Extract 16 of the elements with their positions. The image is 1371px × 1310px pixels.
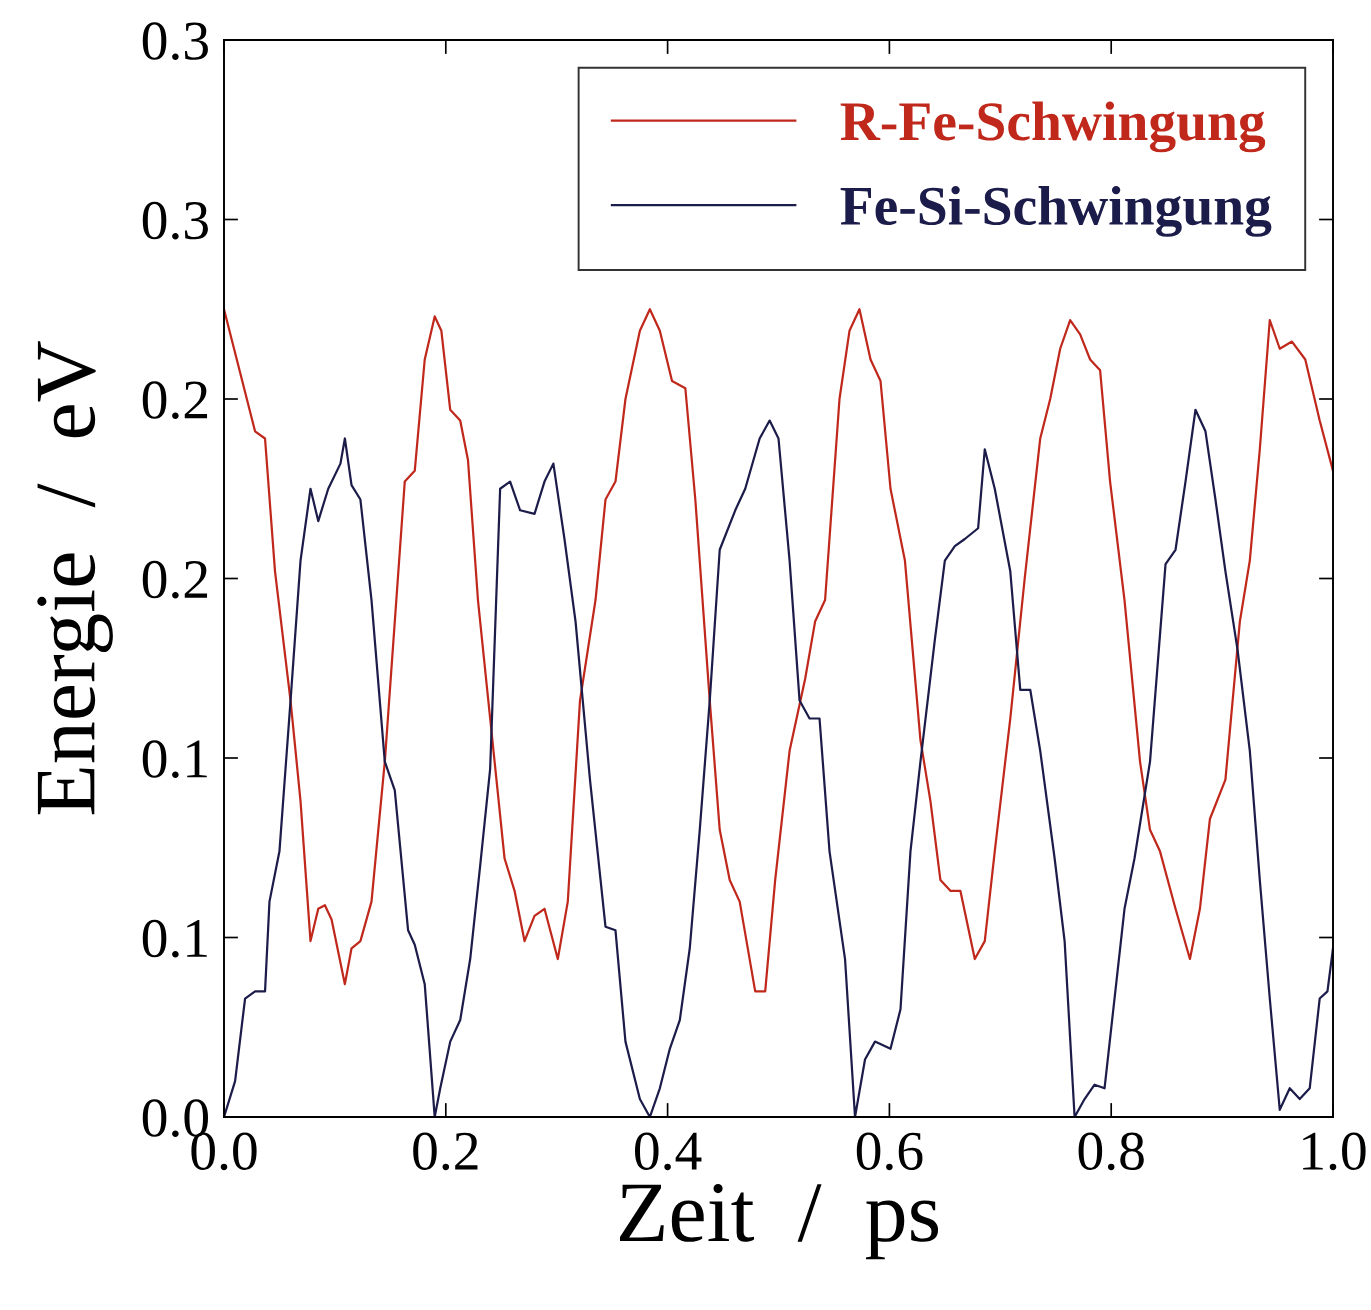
legend-label: Fe-Si-Schwingung: [840, 185, 1272, 237]
x-axis-title: Zeit / ps: [619, 1184, 939, 1260]
y-tick-label: 0.1: [142, 740, 207, 779]
x-tick-label: 0.2: [413, 1132, 478, 1171]
y-axis-title: Energie / eV: [37, 341, 113, 815]
line-series: [224, 308, 1333, 993]
x-tick-label: 1.0: [1303, 1132, 1366, 1171]
x-tick-label: 0.4: [635, 1132, 702, 1171]
x-tick-label: 0.6: [856, 1132, 923, 1171]
y-tick-label: 0.3: [142, 201, 208, 240]
x-tick-label: 0.8: [1078, 1132, 1144, 1171]
y-tick-label: 0.3: [142, 22, 208, 61]
legend-label: R-Fe-Schwingung: [840, 101, 1266, 153]
y-tick-label: 0.2: [142, 381, 208, 420]
y-tick-label: 0.1: [142, 919, 207, 958]
y-tick-label: 0.2: [142, 560, 208, 599]
